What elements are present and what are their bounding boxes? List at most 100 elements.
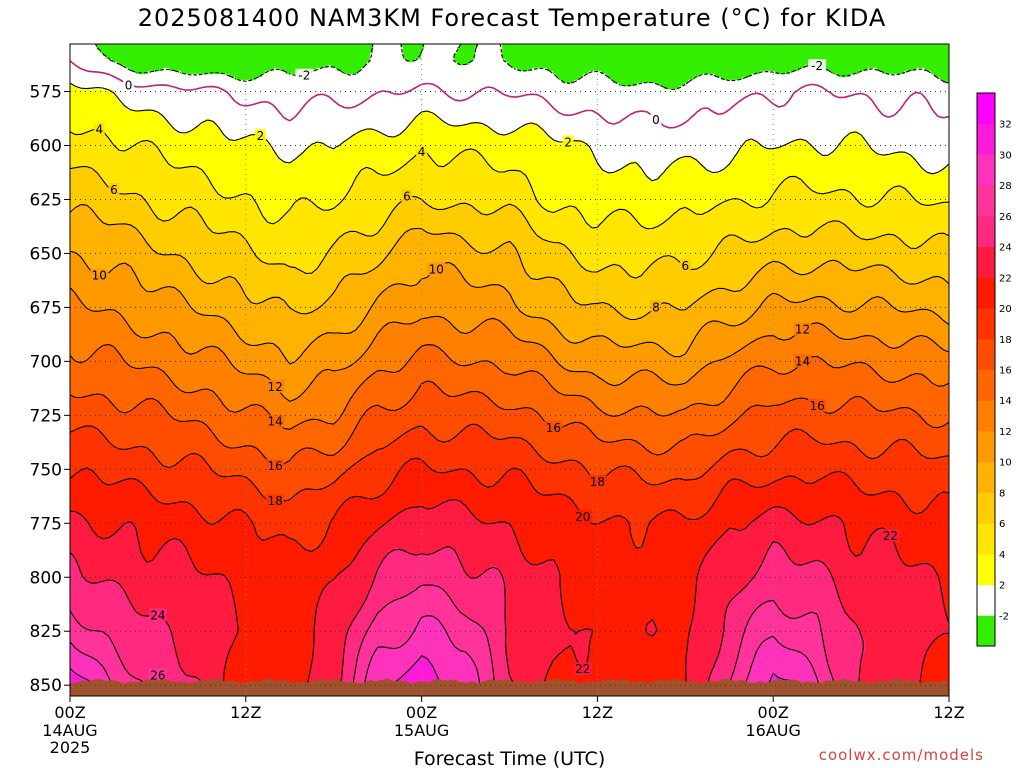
colorbar-swatch	[977, 430, 995, 463]
contour-label: 10	[429, 262, 444, 276]
contour-label-bg	[793, 354, 812, 368]
colorbar-label: 26	[999, 212, 1012, 223]
y-tick-label: 675	[30, 298, 62, 318]
contour-label-bg	[650, 113, 662, 127]
colorbar-swatch	[977, 277, 995, 309]
contour-label: 18	[267, 494, 282, 508]
contour-label: 12	[795, 323, 810, 337]
contour-label: 6	[681, 259, 689, 273]
colorbar-label: 20	[999, 304, 1012, 315]
contour-label-bg	[679, 259, 691, 273]
contour-label: 16	[546, 421, 561, 435]
y-tick-label: 700	[30, 352, 62, 372]
x-tick-label: 00Z	[54, 703, 85, 722]
colorbar-label: 8	[999, 488, 1005, 499]
contour-0	[69, 60, 950, 129]
contour-18	[69, 423, 950, 503]
colorbar-frame	[976, 92, 996, 647]
contour-label: 0	[652, 113, 660, 127]
colorbar-label: 32	[999, 120, 1012, 131]
contour-24	[69, 541, 864, 697]
contour-label: 24	[150, 608, 165, 622]
contour-label: 2	[257, 129, 265, 143]
contour-label-bg	[562, 135, 574, 149]
contour-label: 14	[795, 354, 810, 368]
contour-label-bg	[295, 68, 314, 82]
x-tick-sublabel: 2025	[50, 738, 91, 757]
contour-label-bg	[401, 189, 413, 203]
contour-28	[69, 615, 820, 697]
colorbar-label: 28	[999, 181, 1012, 192]
colorbar-label: 2	[999, 581, 1005, 592]
contour-label: 18	[590, 475, 605, 489]
y-tick-label: 800	[30, 568, 62, 588]
colorbar-swatch	[977, 553, 995, 586]
contour-label-bg	[90, 268, 109, 282]
y-tick-label: 575	[30, 82, 62, 102]
contour-14	[69, 343, 950, 430]
colorbar-swatch	[977, 338, 995, 370]
colorbar-label: 10	[999, 458, 1012, 469]
colorbar-swatch	[977, 93, 995, 125]
contour-16	[69, 380, 950, 467]
colorbar-swatch	[977, 615, 995, 647]
x-tick-label: 12Z	[582, 703, 613, 722]
contour-label-bg	[427, 262, 446, 276]
contour-label: 16	[267, 459, 282, 473]
colorbar-label: 12	[999, 427, 1012, 438]
contour-label-bg	[573, 509, 592, 523]
contour-label: 2	[564, 135, 572, 149]
x-tick-label: 00Z	[406, 703, 437, 722]
contour-label: 0	[125, 78, 133, 92]
colorbar-swatch	[977, 246, 995, 278]
colorbar-swatch	[977, 461, 995, 493]
contour-label: 12	[267, 380, 282, 394]
x-tick-label: 12Z	[230, 703, 261, 722]
x-tick-label: 12Z	[933, 703, 964, 722]
contour-label-bg	[650, 300, 662, 314]
contour-label: 10	[92, 269, 107, 283]
contour-label-bg	[148, 608, 167, 622]
y-tick-label: 750	[30, 460, 62, 480]
contour-label: 20	[575, 510, 590, 524]
x-tick-label: 00Z	[758, 703, 789, 722]
contour-label: 6	[110, 183, 118, 197]
colorbar-swatch	[977, 492, 995, 524]
contour-6	[69, 165, 950, 279]
y-tick-label: 850	[30, 676, 62, 696]
y-tick-label: 825	[30, 622, 62, 642]
contour--2	[94, 43, 950, 91]
colorbar-swatch	[977, 123, 995, 155]
y-axis: 575 600 625 650 675 700 725 750 775 800 825 850	[30, 82, 70, 696]
colorbar-swatch	[977, 185, 995, 217]
colorbar-label: 6	[999, 519, 1005, 530]
contour-8	[69, 204, 950, 321]
y-tick-label: 650	[30, 244, 62, 264]
y-tick-label: 725	[30, 406, 62, 426]
contour-label-bg	[266, 494, 285, 508]
colorbar-label: 16	[999, 366, 1012, 377]
contour-label: 8	[652, 300, 660, 314]
contour-label-bg	[544, 421, 563, 435]
contour-label: 4	[95, 123, 103, 137]
colorbar-swatch	[977, 584, 995, 616]
contour-label: 4	[418, 145, 426, 159]
y-tick-label: 775	[30, 514, 62, 534]
contour-label: 6	[403, 189, 411, 203]
colorbar-label: 22	[999, 273, 1012, 284]
contour-label-bg	[266, 379, 285, 393]
contour-label: 16	[810, 399, 825, 413]
x-tick-sublabel: 14AUG	[42, 721, 97, 740]
contour-label-bg	[254, 129, 266, 143]
contour-label-bg	[573, 662, 592, 676]
contour-label-bg	[808, 398, 827, 412]
chart-title: 2025081400 NAM3KM Forecast Temperature (…	[137, 4, 887, 32]
contour-label-bg	[416, 144, 428, 158]
colorbar-label: 18	[999, 335, 1012, 346]
colorbar-label: 4	[999, 550, 1005, 561]
contour-label: 26	[150, 669, 165, 683]
